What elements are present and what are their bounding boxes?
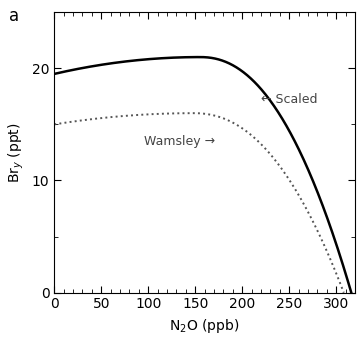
Text: Wamsley →: Wamsley → bbox=[144, 135, 215, 148]
X-axis label: N$_2$O (ppb): N$_2$O (ppb) bbox=[169, 317, 240, 335]
Text: ← Scaled: ← Scaled bbox=[261, 93, 317, 106]
Y-axis label: Br$_y$ (ppt): Br$_y$ (ppt) bbox=[7, 122, 26, 183]
Text: a: a bbox=[9, 6, 19, 25]
